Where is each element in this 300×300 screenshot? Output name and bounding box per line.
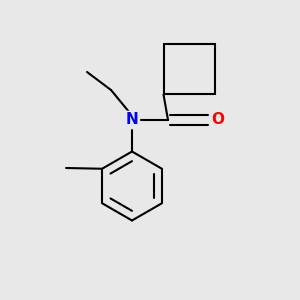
Text: O: O (212, 112, 225, 128)
Text: N: N (126, 112, 138, 128)
